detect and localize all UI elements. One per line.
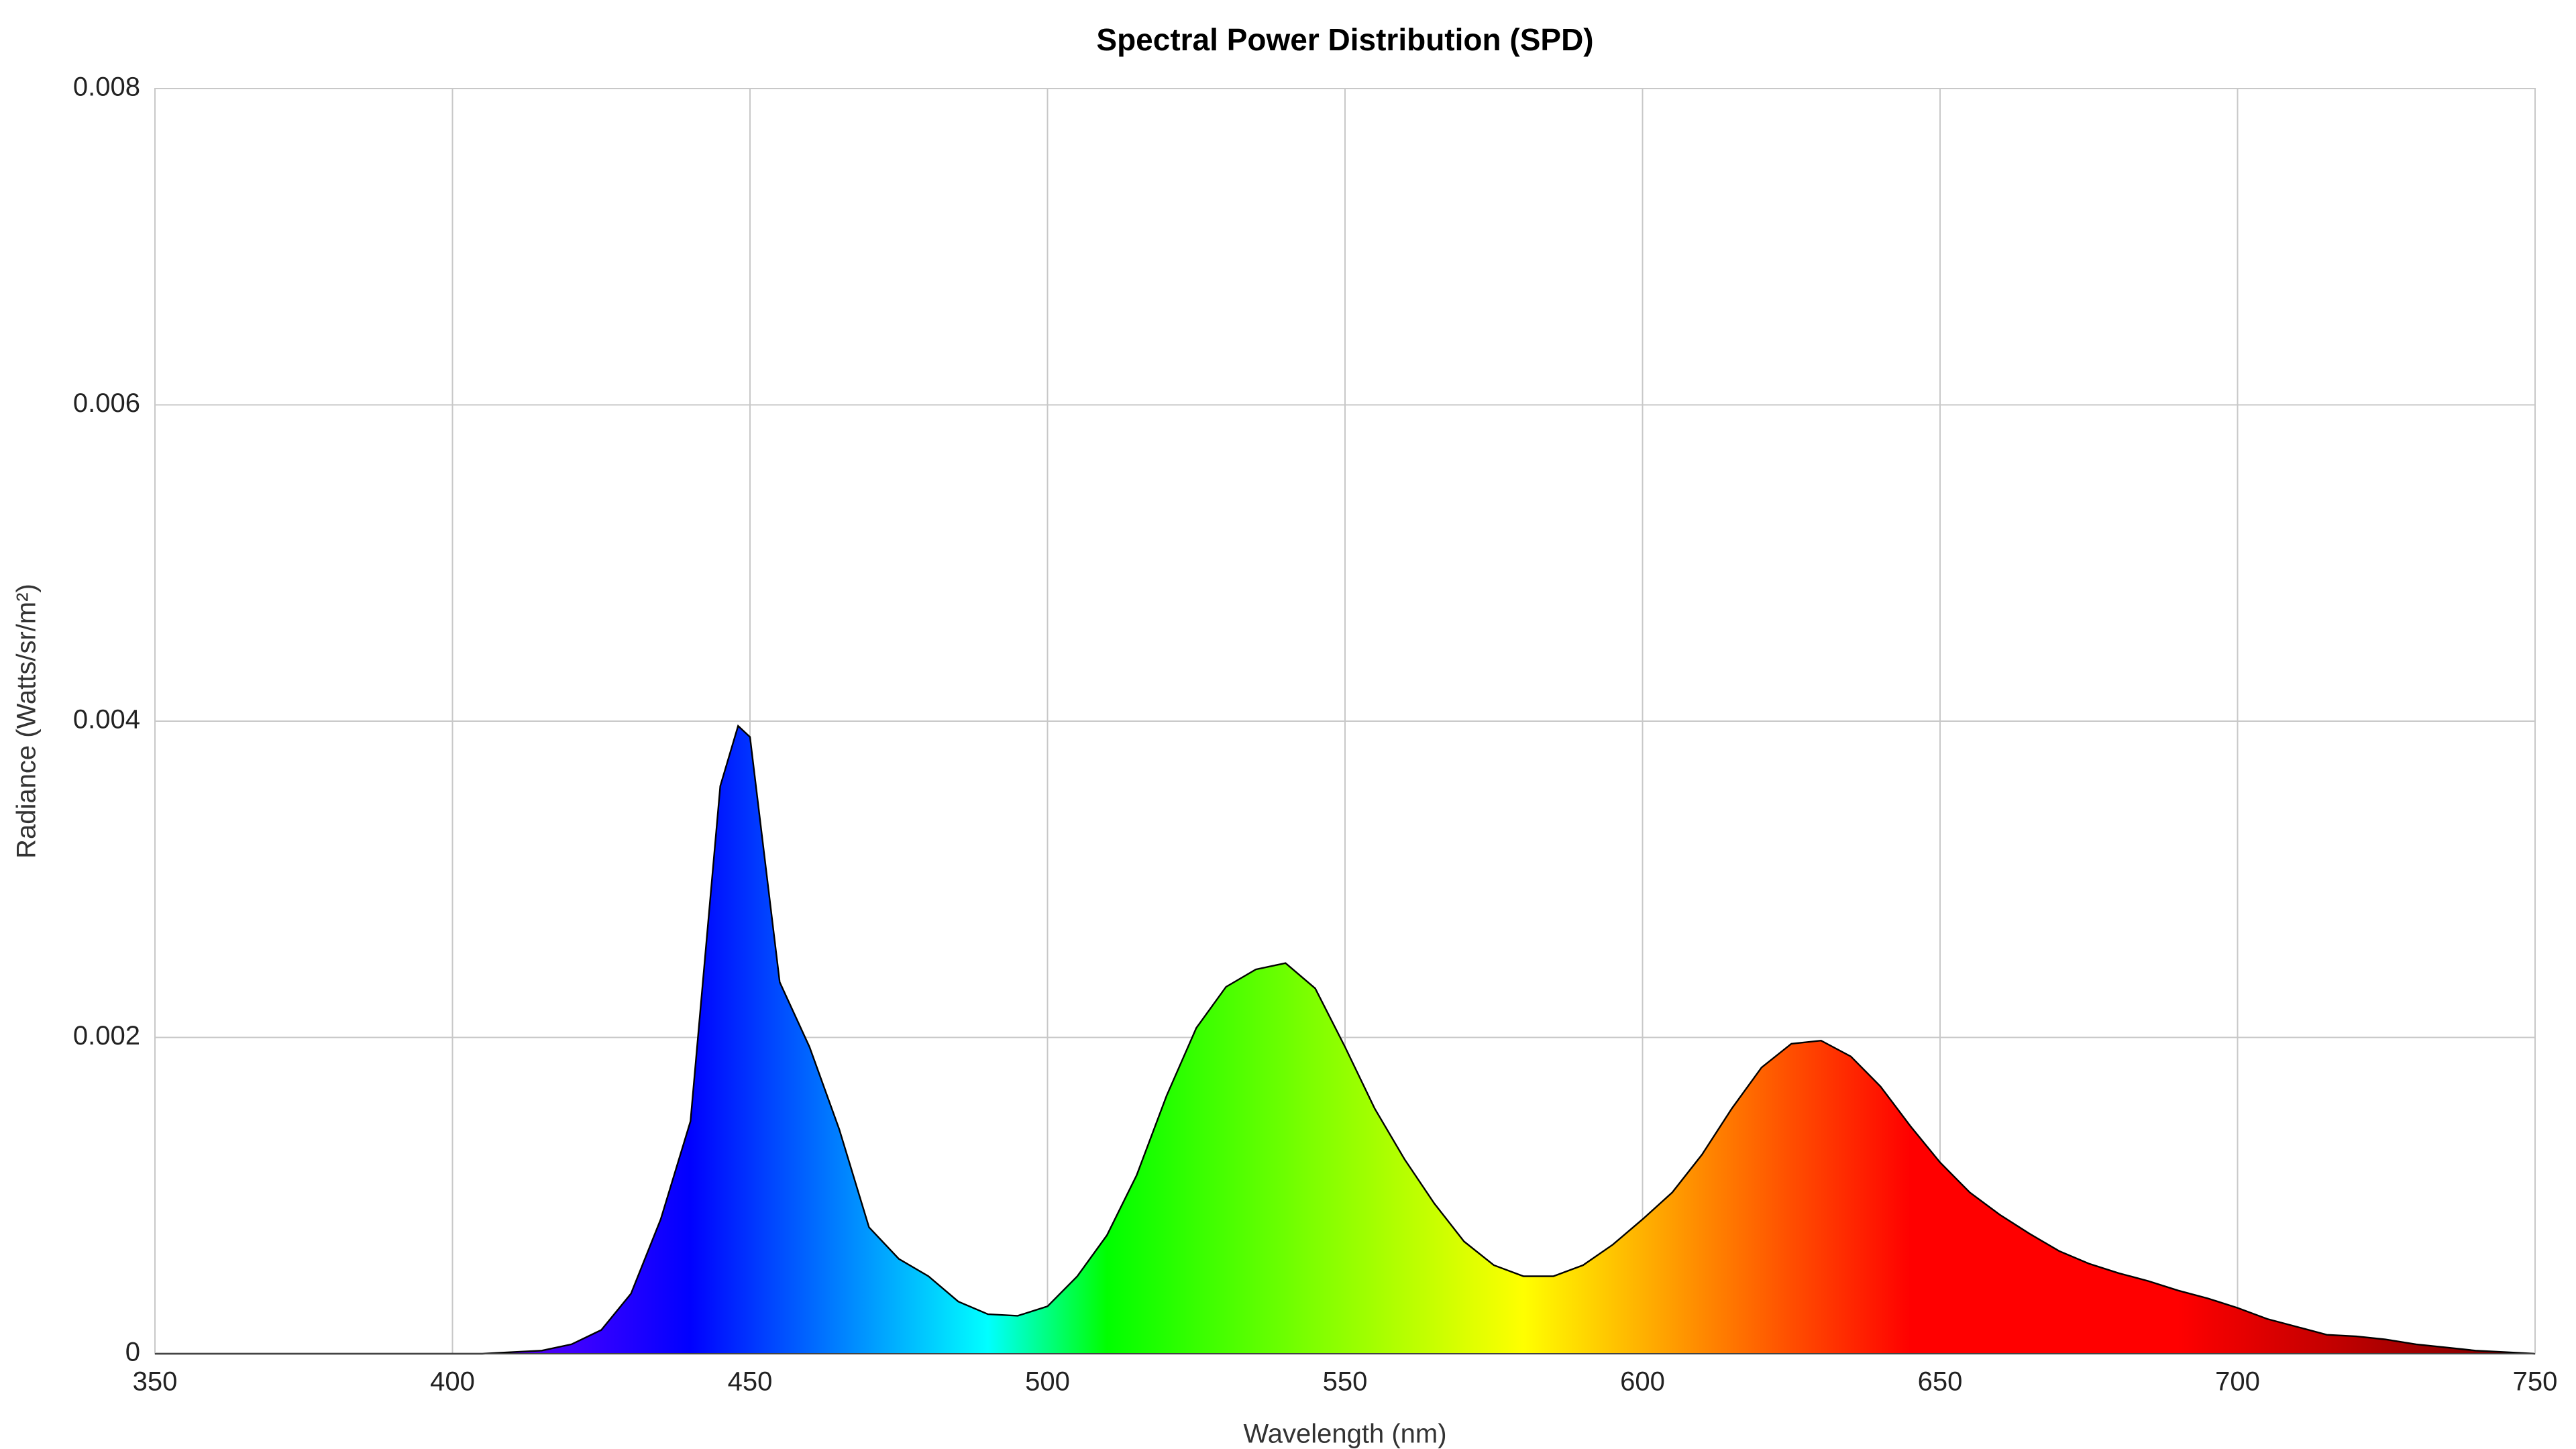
x-tick-label: 450: [728, 1367, 773, 1397]
x-tick-label: 350: [133, 1367, 178, 1397]
x-tick-label: 750: [2513, 1367, 2558, 1397]
chart-title: Spectral Power Distribution (SPD): [1096, 22, 1593, 57]
y-tick-label: 0.002: [73, 1021, 140, 1051]
area-fill: [155, 726, 2535, 1354]
x-axis-label: Wavelength (nm): [1243, 1419, 1446, 1449]
y-tick-label: 0.004: [73, 705, 140, 735]
x-tick-label: 550: [1323, 1367, 1368, 1397]
x-tick-label: 500: [1025, 1367, 1070, 1397]
x-tick-label: 600: [1620, 1367, 1665, 1397]
y-axis-label: Radiance (Watts/sr/m²): [12, 584, 42, 859]
x-tick-label: 650: [1918, 1367, 1963, 1397]
x-tick-label: 400: [430, 1367, 475, 1397]
y-tick-label: 0.006: [73, 388, 140, 418]
y-tick-label: 0: [125, 1338, 140, 1367]
x-tick-label: 700: [2215, 1367, 2260, 1397]
area-line: [155, 724, 2536, 1355]
y-tick-label: 0.008: [73, 72, 140, 102]
